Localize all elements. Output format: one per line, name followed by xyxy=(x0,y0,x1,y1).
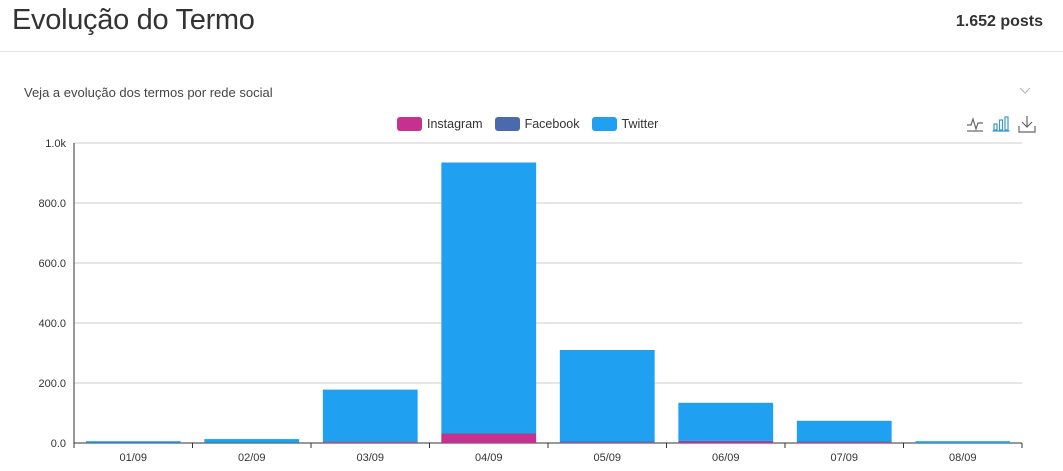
legend-swatch-facebook xyxy=(494,117,520,131)
bar-twitter xyxy=(678,402,774,441)
bar-facebook xyxy=(322,441,418,443)
bar-instagram xyxy=(678,441,774,443)
bar-twitter xyxy=(322,389,418,442)
y-tick-label: 600.0 xyxy=(38,258,66,270)
bar-twitter xyxy=(441,162,537,434)
y-tick-label: 800.0 xyxy=(38,198,66,210)
bar-twitter xyxy=(559,350,655,442)
bar-twitter xyxy=(204,439,300,443)
legend-label-facebook: Facebook xyxy=(524,117,580,131)
legend-label-twitter: Twitter xyxy=(621,117,659,131)
bar-chart-icon[interactable] xyxy=(991,114,1011,134)
stacked-bar-chart: 0.0 200.0 400.0 600.0 800.0 1.0k 01/09 02/09 03/… xyxy=(38,138,1023,464)
bar-twitter xyxy=(915,441,1011,443)
page-title: Evolução do Termo xyxy=(12,4,255,36)
bar-instagram xyxy=(441,434,537,443)
x-tick-label: 07/09 xyxy=(830,452,858,464)
y-tick-label: 200.0 xyxy=(38,378,66,390)
legend-swatch-instagram xyxy=(397,117,422,131)
legend-item-facebook[interactable]: Facebook xyxy=(494,117,580,131)
legend-label-instagram: Instagram xyxy=(427,117,483,131)
chart-toolbox xyxy=(965,114,1043,134)
download-icon[interactable] xyxy=(1017,114,1037,134)
chart-legend: Instagram Facebook Twitter xyxy=(397,116,670,132)
bar-instagram xyxy=(322,442,418,443)
legend-item-instagram[interactable]: Instagram xyxy=(397,117,483,131)
bar-facebook xyxy=(441,433,537,434)
bar-facebook xyxy=(559,441,655,443)
bar-twitter xyxy=(796,420,892,442)
x-tick-label: 02/09 xyxy=(238,452,266,464)
bar-instagram xyxy=(559,442,655,443)
y-tick-label: 0.0 xyxy=(51,438,66,450)
x-tick-label: 06/09 xyxy=(712,452,740,464)
bar-instagram xyxy=(796,442,892,443)
page-header: Evolução do Termo 1.652 posts xyxy=(0,0,1063,52)
x-tick-label: 04/09 xyxy=(475,452,503,464)
x-tick-label: 05/09 xyxy=(593,452,621,464)
y-tick-label: 400.0 xyxy=(38,318,66,330)
line-chart-icon[interactable] xyxy=(965,114,985,134)
chevron-down-icon[interactable] xyxy=(1018,86,1032,96)
x-tick-label: 03/09 xyxy=(356,452,384,464)
legend-item-twitter[interactable]: Twitter xyxy=(591,117,659,131)
y-tick-label: 1.0k xyxy=(45,138,66,150)
bar-facebook xyxy=(678,440,774,442)
x-tick-label: 01/09 xyxy=(119,452,147,464)
x-tick-label: 08/09 xyxy=(949,452,977,464)
posts-count: 1.652 posts xyxy=(955,13,1043,30)
chart-description: Veja a evolução dos termos por rede soci… xyxy=(24,85,273,100)
legend-swatch-twitter xyxy=(591,117,617,131)
bar-twitter xyxy=(85,441,181,443)
bar-facebook xyxy=(796,441,892,443)
